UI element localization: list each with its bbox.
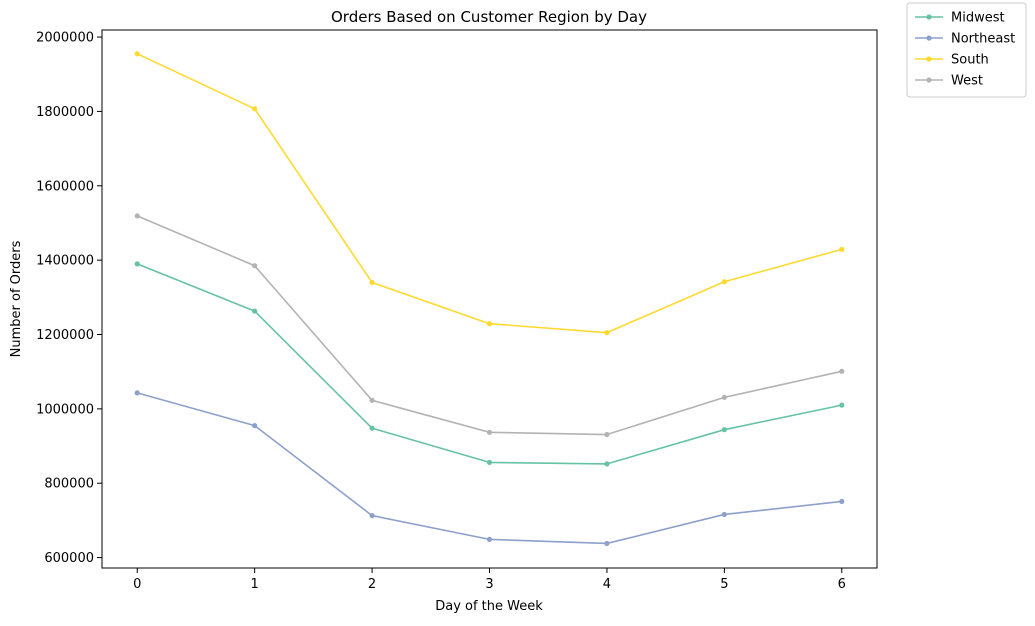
data-point-northeast	[369, 512, 375, 519]
x-tick-label: 4	[603, 577, 611, 592]
chart-title: Orders Based on Customer Region by Day	[331, 8, 647, 26]
series-midwest	[134, 261, 845, 467]
y-tick-label: 1200000	[36, 328, 94, 343]
data-point-northeast	[604, 540, 610, 547]
y-tick-label: 1400000	[36, 254, 94, 269]
legend-item: West	[915, 74, 983, 89]
x-axis-label: Day of the Week	[435, 599, 543, 614]
data-point-west	[486, 429, 493, 435]
series-northeast	[134, 390, 845, 547]
y-tick-label: 2000000	[36, 31, 94, 46]
data-point-south	[721, 279, 727, 285]
axes: 0 1 2 3 4 5 6 600000 800000 1000000 1200000 1400000…	[36, 31, 846, 592]
data-point-west	[604, 431, 610, 438]
data-point-south	[839, 246, 845, 252]
data-point-west	[721, 394, 727, 400]
y-axis-label: Number of Orders	[9, 240, 24, 357]
data-point-northeast	[721, 511, 727, 518]
legend-label: South	[951, 53, 989, 68]
y-tick-label: 800000	[44, 477, 94, 492]
legend-label: Northeast	[951, 32, 1015, 47]
series-south	[134, 51, 845, 336]
legend-label: Midwest	[951, 11, 1005, 26]
series-line-northeast	[137, 392, 842, 545]
x-tick-label: 6	[838, 577, 846, 592]
x-tick-label: 1	[251, 577, 259, 592]
x-tick-label: 2	[368, 577, 376, 592]
x-tick-label: 3	[485, 577, 493, 592]
data-point-west	[252, 263, 258, 269]
legend-swatch-marker	[926, 77, 932, 83]
plot-frame	[101, 29, 878, 569]
data-point-west	[839, 368, 845, 374]
data-point-midwest	[134, 261, 140, 267]
legend-item: Northeast	[915, 32, 1015, 47]
data-point-northeast	[252, 422, 258, 429]
y-tick-label: 1800000	[36, 105, 94, 120]
x-tick-label: 5	[720, 577, 728, 592]
data-point-south	[134, 51, 140, 57]
data-point-northeast	[486, 536, 493, 542]
data-point-midwest	[369, 425, 375, 431]
legend-swatch-marker	[926, 14, 932, 20]
data-point-midwest	[604, 461, 610, 467]
data-point-midwest	[252, 308, 258, 314]
data-point-midwest	[839, 402, 845, 408]
data-point-northeast	[839, 498, 845, 505]
series-line-south	[136, 53, 842, 334]
data-point-midwest	[486, 459, 493, 466]
y-tick-label: 600000	[44, 551, 94, 566]
legend-swatch-marker	[926, 35, 932, 41]
data-point-west	[369, 397, 375, 403]
y-tick-label: 1600000	[36, 179, 94, 194]
data-point-west	[134, 213, 140, 219]
data-point-south	[369, 279, 375, 286]
legend: Midwest Northeast South West	[906, 2, 1027, 98]
legend-item: Midwest	[915, 11, 1005, 26]
legend-box	[906, 2, 1027, 98]
legend-swatch-marker	[926, 56, 932, 62]
x-tick-label: 0	[133, 577, 141, 592]
data-point-south	[486, 321, 493, 327]
data-point-south	[252, 106, 258, 112]
series-west	[134, 213, 845, 438]
data-point-south	[604, 330, 610, 336]
data-point-midwest	[721, 427, 727, 433]
y-tick-label: 1000000	[36, 402, 94, 417]
data-point-northeast	[134, 390, 140, 396]
legend-item: South	[915, 53, 989, 68]
plot-area	[134, 51, 845, 547]
legend-label: West	[951, 74, 983, 89]
